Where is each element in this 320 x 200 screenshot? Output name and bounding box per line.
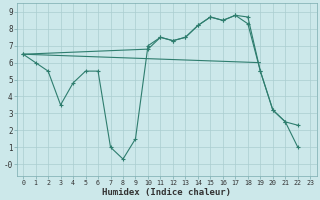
X-axis label: Humidex (Indice chaleur): Humidex (Indice chaleur)	[102, 188, 231, 197]
